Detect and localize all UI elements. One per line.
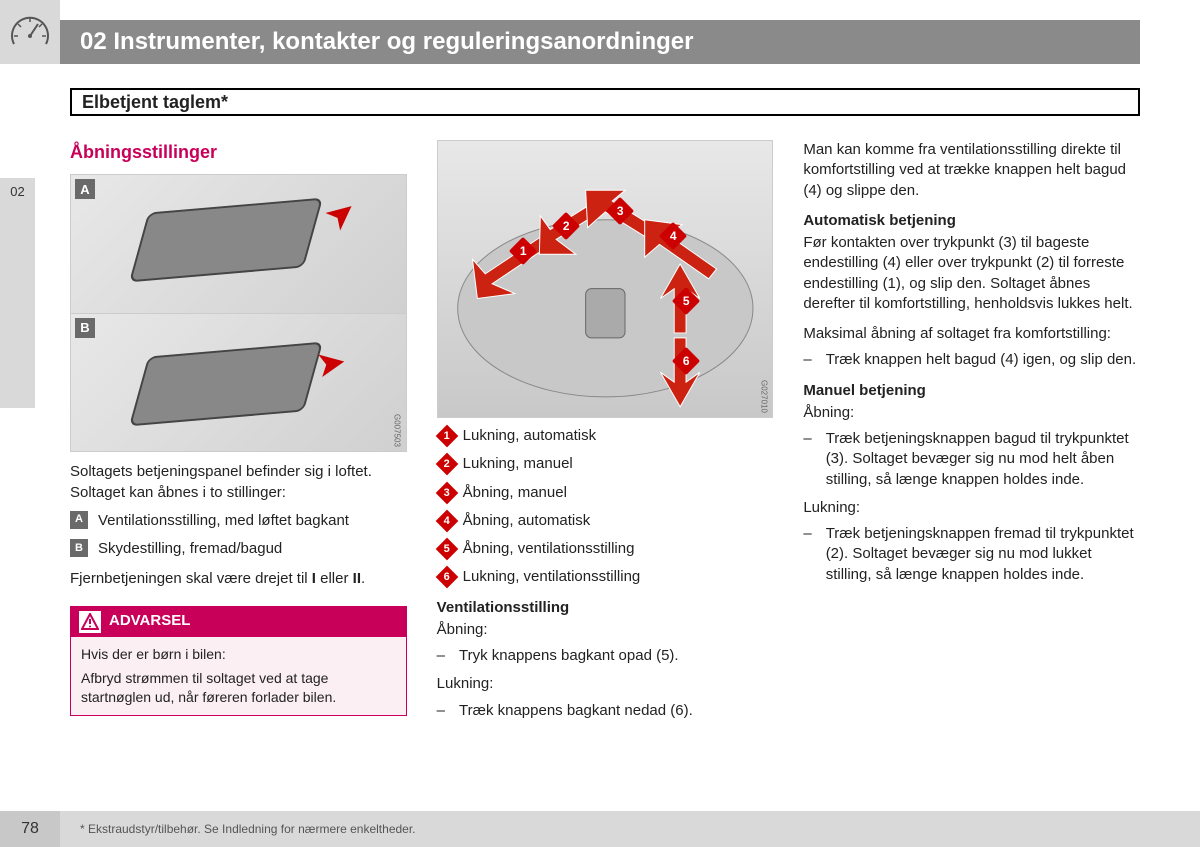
vent-heading: Ventilationsstilling: [437, 598, 774, 618]
control-diagram-icon: [438, 141, 773, 415]
page-number: 78: [0, 811, 60, 847]
manual-heading: Manuel betjening: [803, 381, 1140, 401]
man-close-item: –Træk betjeningsknappen fremad til trykp…: [803, 524, 1140, 585]
warning-triangle-icon: [79, 611, 101, 633]
num-item-4-text: Åbning, automatisk: [463, 511, 591, 531]
warning-header: ADVARSEL: [71, 607, 406, 637]
num-item-6: 6Lukning, ventilationsstilling: [437, 567, 774, 587]
section-title: Elbetjent taglem*: [82, 92, 228, 113]
col1-note: Fjernbetjeningen skal være drejet til I …: [70, 569, 407, 589]
warning-box: ADVARSEL Hvis der er børn i bilen: Afbry…: [70, 606, 407, 717]
illustration-ab: A ➤ B ➤ G007503: [70, 174, 407, 452]
illus-label-a: A: [75, 179, 95, 199]
man-open-label: Åbning:: [803, 403, 1140, 423]
max-label: Maksimal åbning af soltaget fra komforts…: [803, 324, 1140, 344]
num-item-6-text: Lukning, ventilationsstilling: [463, 567, 641, 587]
marker-a: A: [70, 511, 88, 529]
marker-b: B: [70, 539, 88, 557]
vent-open-label: Åbning:: [437, 620, 774, 640]
column-1: Åbningsstillinger A ➤ B ➤ G007503 Soltag…: [70, 140, 407, 787]
section-title-box: Elbetjent taglem*: [70, 88, 1140, 116]
column-2: 1 2 3 4 5 6 G027010 1Lukning, automatisk…: [437, 140, 774, 787]
auto-heading: Automatisk betjening: [803, 211, 1140, 231]
warning-title: ADVARSEL: [109, 611, 190, 631]
col1-intro: Soltagets betjeningspanel befinder sig i…: [70, 462, 407, 503]
chapter-title: 02 Instrumenter, kontakter og regulering…: [80, 28, 693, 56]
vent-close-item: –Træk knappens bagkant nedad (6).: [437, 701, 774, 721]
list-item-b: B Skydestilling, fremad/bagud: [70, 539, 407, 559]
num-item-1: 1Lukning, automatisk: [437, 426, 774, 446]
man-close-label: Lukning:: [803, 498, 1140, 518]
side-tab-label: 02: [0, 184, 35, 199]
gauge-icon: [8, 10, 52, 54]
list-item-a: A Ventilationsstilling, med løftet bagka…: [70, 511, 407, 531]
num-item-3-text: Åbning, manuel: [463, 483, 567, 503]
illustration-control: 1 2 3 4 5 6 G027010: [437, 140, 774, 418]
footer: 78 * Ekstraudstyr/tilbehør. Se Indlednin…: [0, 811, 1200, 847]
chapter-gauge-icon: [0, 0, 60, 64]
warning-line-2: Afbryd strømmen til soltaget ved at tage…: [81, 669, 396, 707]
man-open-item: –Træk betjeningsknappen bagud til trykpu…: [803, 429, 1140, 490]
num-item-4: 4Åbning, automatisk: [437, 511, 774, 531]
forward-arrow-icon: ➤: [312, 337, 350, 390]
illus-code-2: G027010: [758, 380, 769, 413]
num-item-5: 5Åbning, ventilationsstilling: [437, 539, 774, 559]
auto-p: Før kontakten over trykpunkt (3) til bag…: [803, 233, 1140, 314]
num-item-5-text: Åbning, ventilationsstilling: [463, 539, 635, 559]
content-columns: Åbningsstillinger A ➤ B ➤ G007503 Soltag…: [70, 140, 1140, 787]
num-item-2-text: Lukning, manuel: [463, 454, 573, 474]
side-tab: 02: [0, 178, 35, 408]
column-3: Man kan komme fra ventilationsstilling d…: [803, 140, 1140, 787]
illustration-a: A ➤: [71, 175, 406, 314]
chapter-header: 02 Instrumenter, kontakter og regulering…: [60, 20, 1140, 64]
num-item-1-text: Lukning, automatisk: [463, 426, 596, 446]
col1-heading: Åbningsstillinger: [70, 140, 407, 164]
warning-line-1: Hvis der er børn i bilen:: [81, 645, 396, 664]
max-item: –Træk knappen helt bagud (4) igen, og sl…: [803, 350, 1140, 370]
vent-open-item: –Tryk knappens bagkant opad (5).: [437, 646, 774, 666]
illustration-b: B ➤ G007503: [71, 314, 406, 452]
warning-body: Hvis der er børn i bilen: Afbryd strømme…: [71, 637, 406, 716]
list-item-b-text: Skydestilling, fremad/bagud: [98, 539, 282, 559]
footnote: * Ekstraudstyr/tilbehør. Se Indledning f…: [80, 822, 416, 836]
list-item-a-text: Ventilationsstilling, med løftet bagkant: [98, 511, 349, 531]
num-item-3: 3Åbning, manuel: [437, 483, 774, 503]
num-item-2: 2Lukning, manuel: [437, 454, 774, 474]
col3-p1: Man kan komme fra ventilationsstilling d…: [803, 140, 1140, 201]
vent-close-label: Lukning:: [437, 674, 774, 694]
illus-code-1: G007503: [391, 414, 402, 447]
illus-label-b: B: [75, 318, 95, 338]
up-arrow-icon: ➤: [313, 186, 367, 243]
